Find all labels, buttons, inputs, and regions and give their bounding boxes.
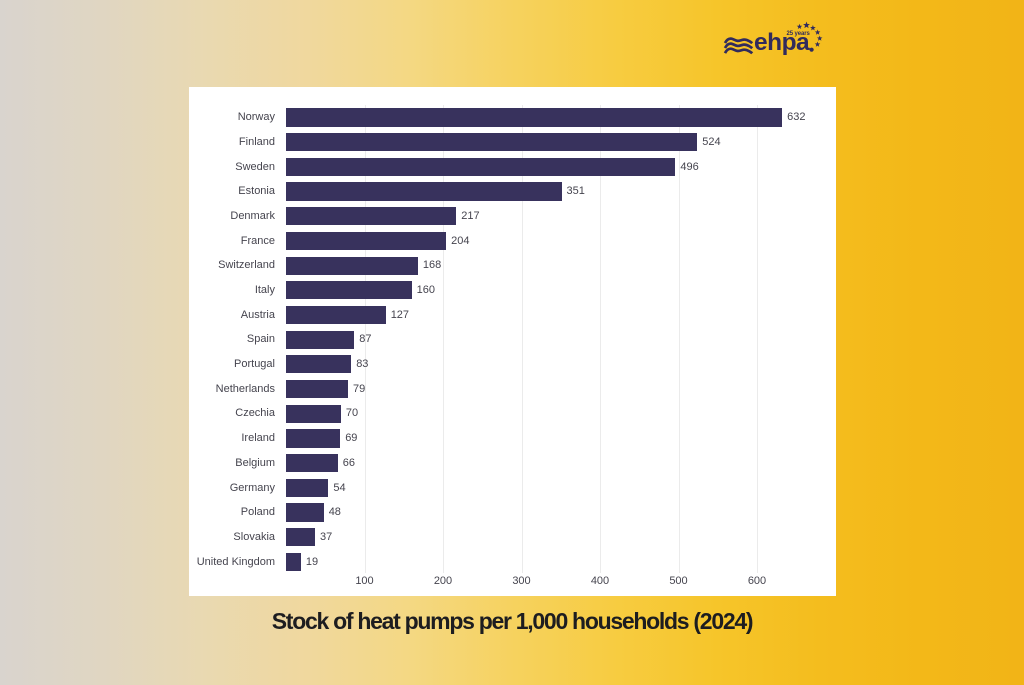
svg-text:25 years: 25 years (787, 31, 811, 37)
svg-text:ehpa: ehpa (754, 29, 810, 56)
